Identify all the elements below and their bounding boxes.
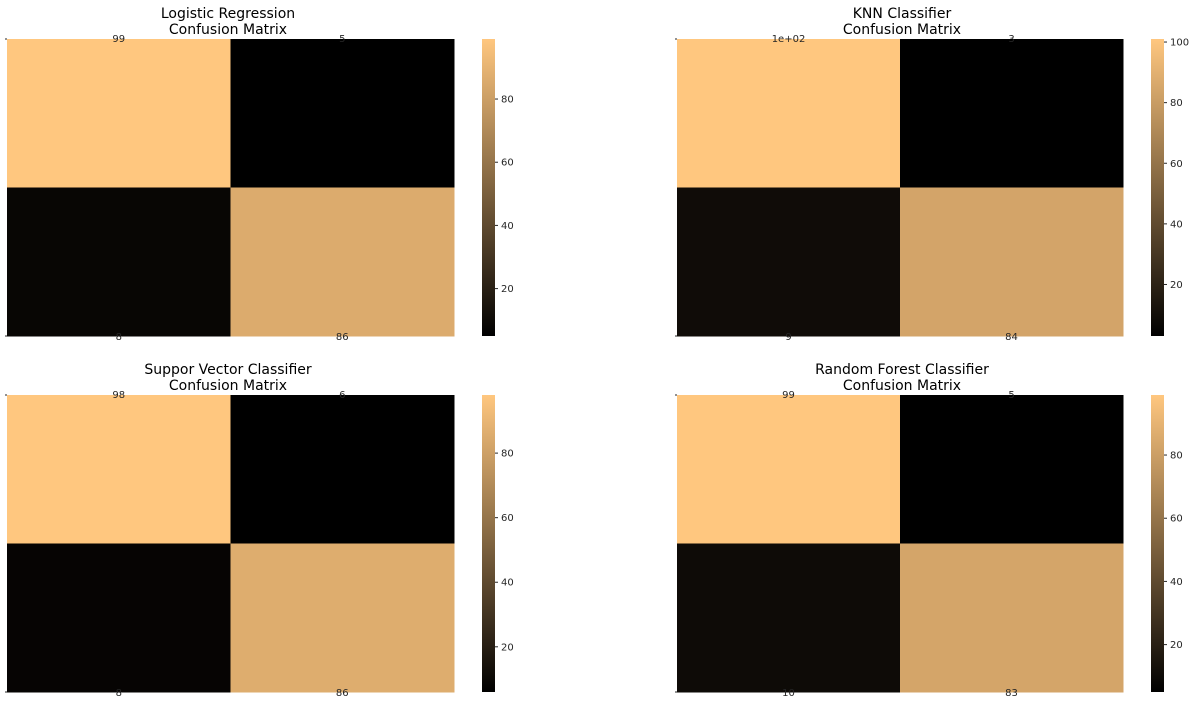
colorbar-tick-label-0: 20 — [1170, 640, 1183, 651]
panel-title: KNN Classifier — [853, 6, 952, 22]
cell-annotation-r0-c1: 5 — [1008, 390, 1014, 401]
colorbar-tick-label-2: 60 — [1170, 514, 1183, 525]
heatmap-cell-r0-c1 — [900, 39, 1124, 188]
heatmap-cell-r1-c0 — [7, 187, 231, 337]
colorbar-tick-label-2: 60 — [1170, 159, 1183, 170]
heatmap-cell-r1-c1 — [900, 187, 1124, 337]
cell-annotation-r1-c0: 8 — [116, 332, 122, 343]
colorbar-tick-label-3: 80 — [501, 449, 514, 460]
heatmap-cell-r0-c0 — [677, 39, 901, 188]
colorbar — [482, 39, 495, 336]
cell-annotation-r0-c0: 1e+02 — [772, 34, 806, 45]
colorbar-tick-label-2: 60 — [501, 513, 514, 524]
panel-title: Logistic Regression — [161, 6, 295, 22]
cell-annotation-r1-c1: 84 — [1005, 332, 1018, 343]
heatmap-cell-r0-c1 — [900, 395, 1124, 544]
heatmap-cell-r0-c0 — [677, 395, 901, 544]
cell-annotation-r0-c0: 98 — [112, 390, 125, 401]
heatmap-cell-r0-c1 — [230, 39, 455, 188]
heatmap-cell-r1-c1 — [900, 543, 1124, 693]
cell-annotation-r0-c1: 6 — [339, 390, 345, 401]
heatmap-cell-r0-c0 — [7, 39, 231, 188]
colorbar-tick-label-3: 80 — [501, 95, 514, 106]
cell-annotation-r0-c0: 99 — [782, 390, 795, 401]
cell-annotation-r0-c1: 5 — [339, 34, 345, 45]
heatmap-cell-r1-c0 — [677, 187, 901, 337]
heatmap-cell-r1-c0 — [7, 543, 231, 693]
panel-title: Suppor Vector Classifier — [144, 362, 312, 378]
colorbar-tick-label-0: 20 — [501, 284, 514, 295]
cell-annotation-r1-c0: 9 — [785, 332, 791, 343]
cell-annotation-r1-c1: 83 — [1005, 688, 1018, 699]
cell-annotation-r0-c1: 3 — [1008, 34, 1014, 45]
cell-annotation-r0-c0: 99 — [112, 34, 125, 45]
panel-subtitle: Confusion Matrix — [843, 22, 961, 38]
cell-annotation-r1-c1: 86 — [336, 688, 349, 699]
heatmap-cell-r1-c0 — [677, 543, 901, 693]
cell-annotation-r1-c0: 8 — [116, 688, 122, 699]
panel-title: Random Forest Classifier — [815, 362, 989, 378]
panel-subtitle: Confusion Matrix — [843, 378, 961, 394]
colorbar-tick-label-1: 40 — [501, 578, 514, 589]
heatmap-cell-r0-c0 — [7, 395, 231, 544]
colorbar — [1151, 39, 1164, 336]
colorbar-tick-label-0: 20 — [501, 642, 514, 653]
colorbar-tick-label-2: 60 — [501, 158, 514, 169]
heatmap-cell-r1-c1 — [230, 543, 455, 693]
colorbar-tick-label-3: 80 — [1170, 451, 1183, 462]
colorbar-tick-label-4: 100 — [1170, 38, 1189, 49]
panel-subtitle: Confusion Matrix — [169, 378, 287, 394]
cell-annotation-r1-c0: 10 — [782, 688, 795, 699]
colorbar-tick-label-0: 20 — [1170, 280, 1183, 291]
colorbar — [1151, 395, 1164, 692]
colorbar-tick-label-1: 40 — [501, 221, 514, 232]
panel-subtitle: Confusion Matrix — [169, 22, 287, 38]
colorbar-tick-label-1: 40 — [1170, 219, 1183, 230]
heatmap-cell-r1-c1 — [230, 187, 455, 337]
colorbar-tick-label-1: 40 — [1170, 577, 1183, 588]
colorbar-tick-label-3: 80 — [1170, 98, 1183, 109]
cell-annotation-r1-c1: 86 — [336, 332, 349, 343]
colorbar — [482, 395, 495, 692]
heatmap-cell-r0-c1 — [230, 395, 455, 544]
